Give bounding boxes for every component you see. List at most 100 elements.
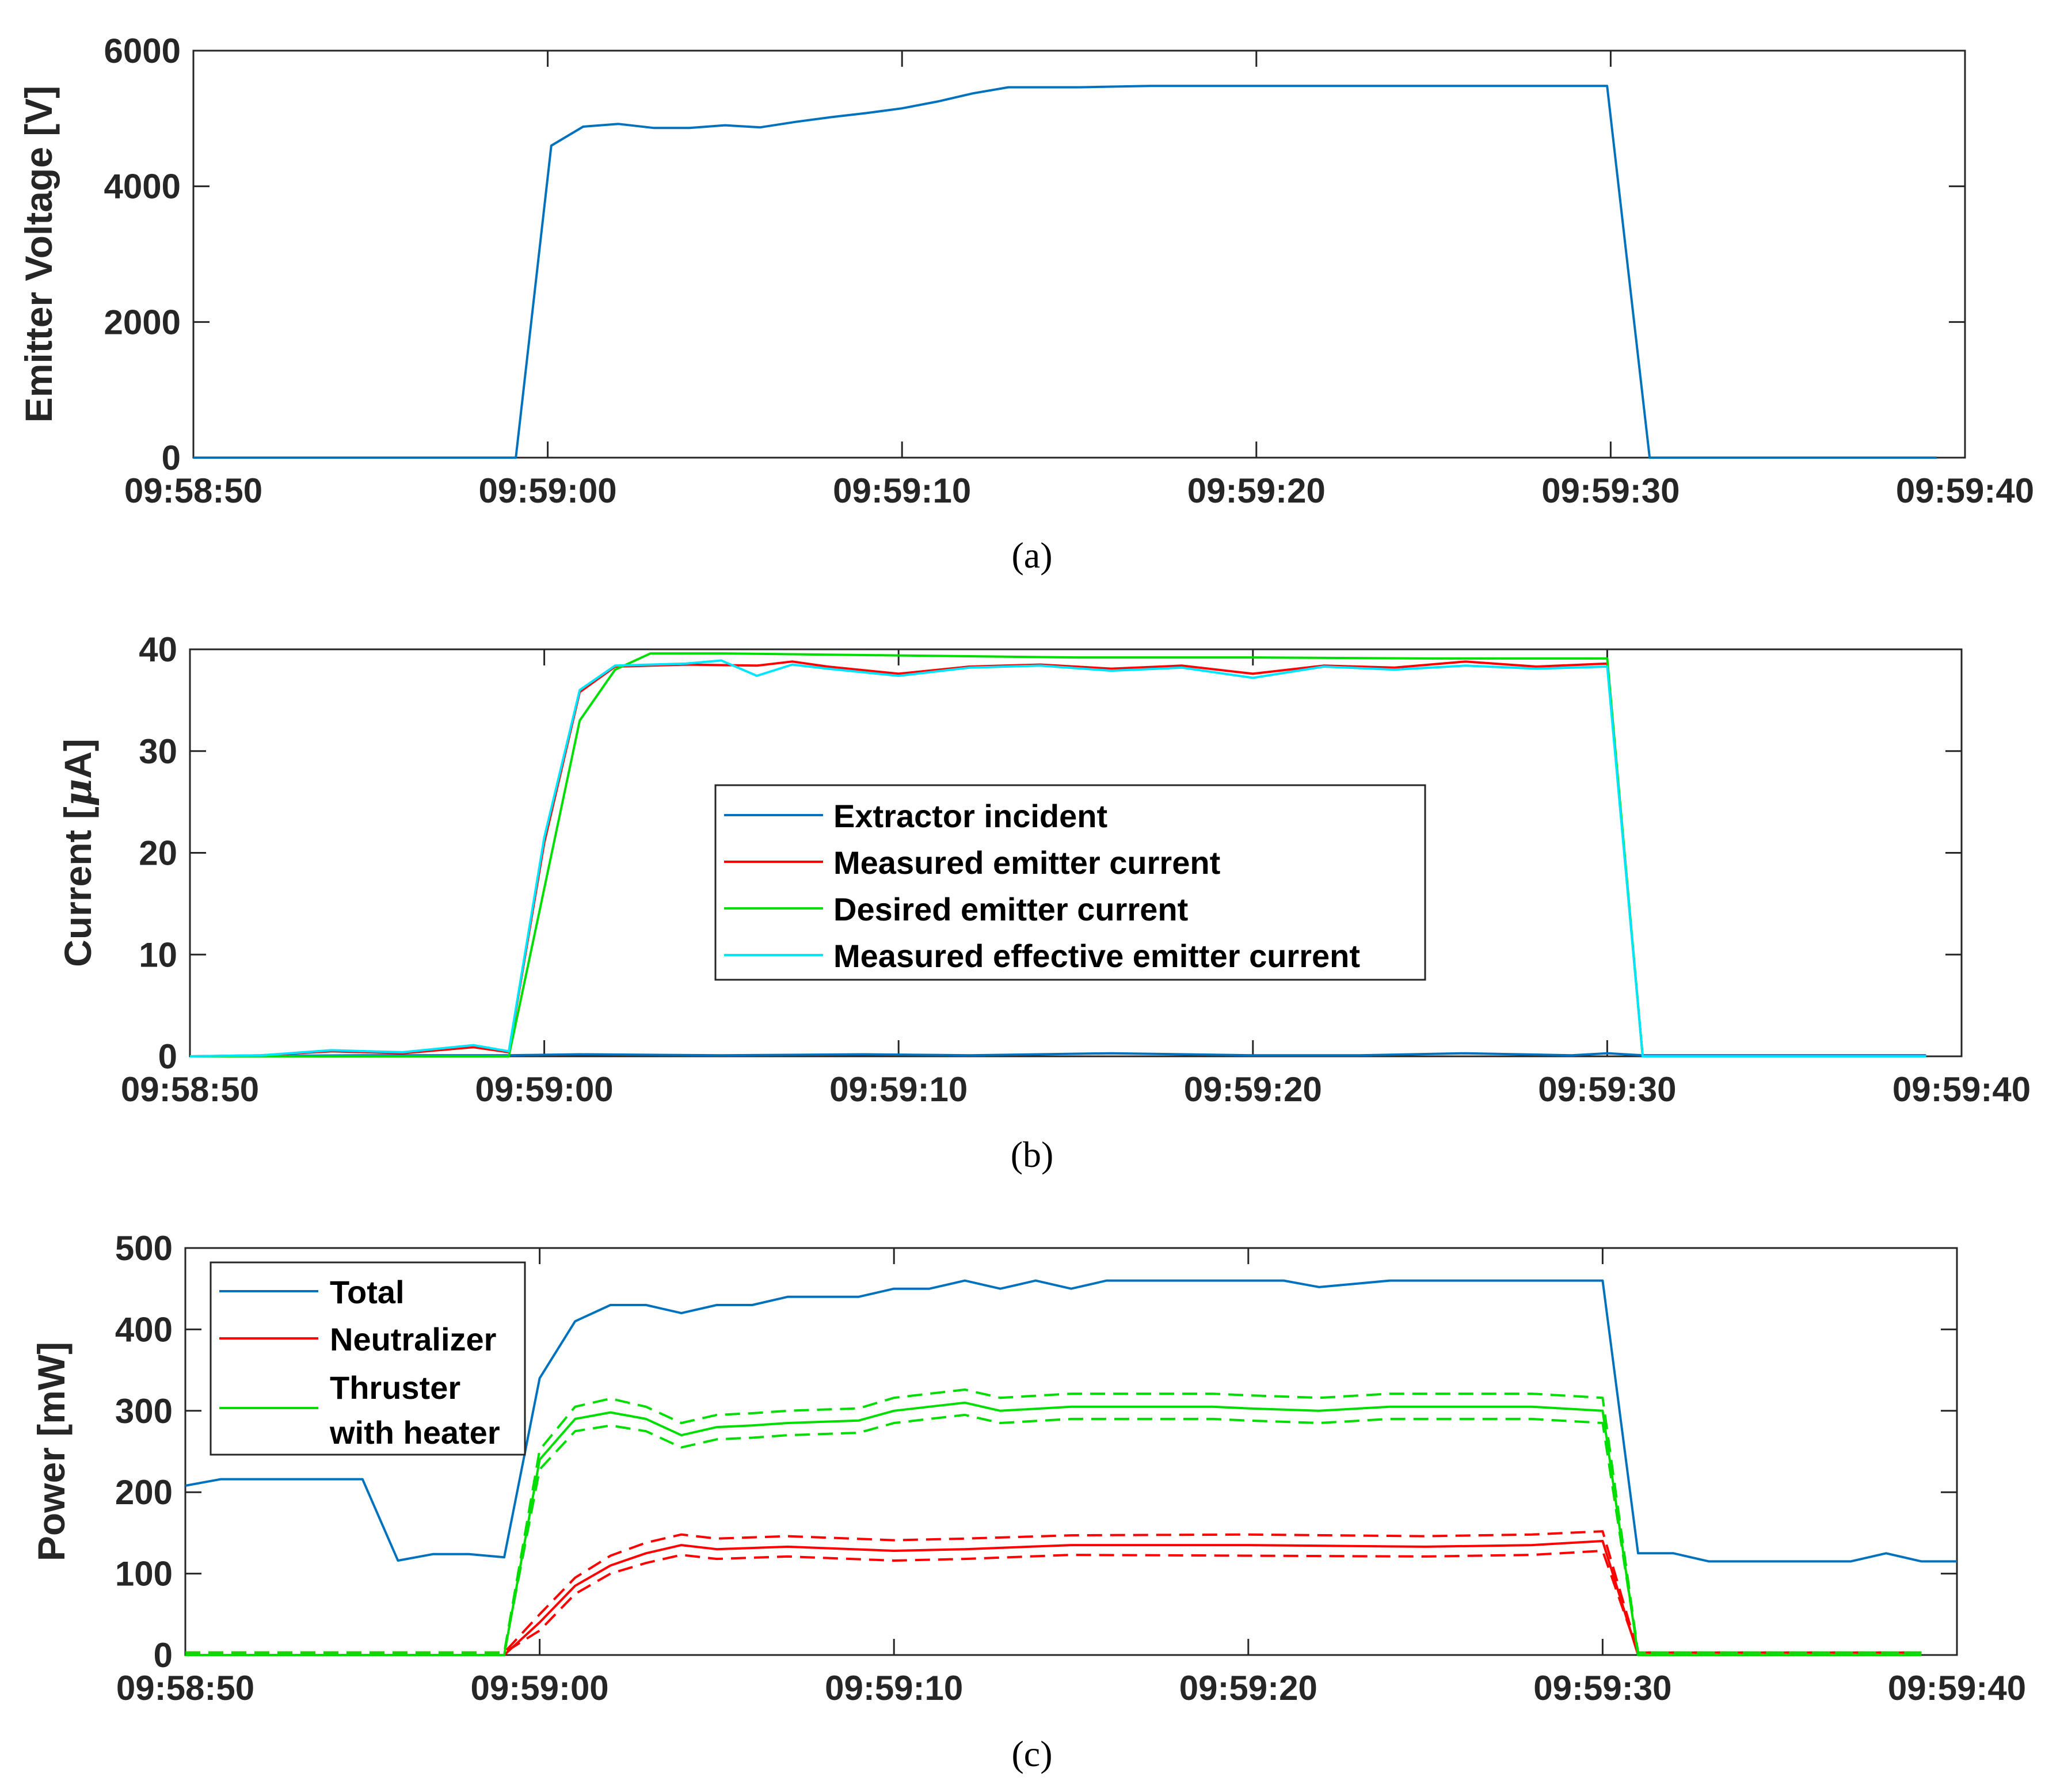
data-point xyxy=(193,457,194,458)
data-point xyxy=(1536,668,1537,669)
data-point xyxy=(1000,1397,1001,1398)
data-point xyxy=(362,1479,363,1480)
data-point xyxy=(618,124,619,125)
data-point xyxy=(1532,1544,1533,1546)
data-point xyxy=(1921,1654,1922,1656)
data-point xyxy=(1252,1055,1254,1056)
data-point xyxy=(1779,1561,1780,1562)
data-point xyxy=(1000,1288,1001,1289)
x-tick-label: 09:59:00 xyxy=(475,1070,614,1109)
data-point xyxy=(574,1430,576,1432)
data-point xyxy=(539,1630,540,1631)
data-point xyxy=(717,1426,718,1428)
data-point xyxy=(615,665,616,667)
data-point xyxy=(579,690,580,691)
data-point xyxy=(1075,657,1076,658)
data-point xyxy=(539,1614,540,1615)
y-tick-label: 6000 xyxy=(104,32,181,70)
data-point xyxy=(515,457,516,458)
data-point xyxy=(681,1422,682,1424)
data-point xyxy=(898,674,899,675)
data-point xyxy=(1319,1410,1320,1411)
data-point xyxy=(1936,457,1937,458)
data-point xyxy=(973,93,974,94)
data-point xyxy=(1850,1561,1852,1562)
legend-label: Extractor incident xyxy=(833,798,1107,834)
data-point xyxy=(1008,87,1009,88)
data-point xyxy=(1389,1280,1391,1281)
data-point xyxy=(1000,1410,1001,1411)
data-point xyxy=(858,1432,859,1433)
data-point xyxy=(1248,1420,1249,1421)
data-point xyxy=(787,1422,789,1424)
y-axis-label-mu: μ xyxy=(55,779,100,806)
series-line-extractor-incident xyxy=(189,1052,1926,1057)
data-point xyxy=(1111,670,1112,671)
data-point xyxy=(1602,1531,1604,1532)
data-point xyxy=(579,1054,580,1055)
data-point xyxy=(681,1544,682,1546)
data-point xyxy=(1071,1288,1072,1289)
legend-label: Measured emitter current xyxy=(833,844,1220,881)
data-point xyxy=(185,1485,186,1486)
data-point xyxy=(1602,1397,1604,1398)
data-point xyxy=(681,1554,682,1555)
data-point xyxy=(1638,1652,1639,1653)
data-point xyxy=(260,1055,261,1056)
data-point xyxy=(795,121,797,123)
x-tick-label: 09:58:50 xyxy=(124,471,262,510)
data-point xyxy=(574,1321,576,1322)
data-point xyxy=(610,1398,611,1399)
data-point xyxy=(220,1479,222,1480)
data-point xyxy=(760,127,761,128)
data-point xyxy=(1926,1056,1927,1057)
y-tick-label: 30 xyxy=(139,732,177,771)
data-point xyxy=(1638,1553,1639,1554)
data-point xyxy=(681,1435,682,1436)
data-point xyxy=(1071,1544,1072,1546)
data-point xyxy=(1532,1418,1533,1420)
data-point xyxy=(189,1056,191,1057)
data-point xyxy=(1212,1393,1213,1394)
data-point xyxy=(1638,1654,1639,1656)
series-line-thruster-with-heater xyxy=(185,1401,1922,1656)
y-tick-label: 200 xyxy=(115,1473,173,1512)
data-point xyxy=(752,1413,753,1414)
data-point xyxy=(610,1573,611,1574)
data-point xyxy=(610,1555,611,1557)
data-point xyxy=(792,661,793,662)
data-point xyxy=(1111,1053,1112,1054)
panel-a-emitter-voltage: 09:58:50 09:59:00 09:59:10 09:59:20 09:59:30… xyxy=(17,32,2034,510)
data-point xyxy=(650,653,652,654)
data-point xyxy=(863,1054,864,1055)
x-tick-label: 09:59:40 xyxy=(1896,471,2034,510)
x-tick-label: 09:59:10 xyxy=(825,1669,963,1707)
data-point xyxy=(893,1550,894,1551)
data-point xyxy=(929,1418,930,1420)
data-point xyxy=(508,1056,509,1057)
data-point xyxy=(1248,1280,1249,1281)
data-point xyxy=(539,1459,540,1460)
data-point xyxy=(1319,1397,1320,1398)
data-point xyxy=(1079,87,1080,88)
data-point xyxy=(402,1052,403,1053)
data-point xyxy=(1248,1544,1249,1546)
data-point xyxy=(866,113,867,114)
data-point xyxy=(574,1593,576,1595)
series-line-neutralizer-lower xyxy=(185,1550,1922,1654)
y-tick-label: 100 xyxy=(115,1555,173,1593)
data-point xyxy=(610,1304,611,1306)
data-point xyxy=(717,1414,718,1416)
y-axis-label-text: Current [ xyxy=(56,806,99,967)
data-point xyxy=(574,1577,576,1578)
data-point xyxy=(544,837,545,838)
data-point xyxy=(1040,665,1041,667)
data-point xyxy=(1141,1406,1143,1407)
data-point xyxy=(1106,1280,1107,1281)
data-point xyxy=(654,128,655,129)
y-tick-label: 300 xyxy=(115,1392,173,1430)
data-point xyxy=(1252,657,1254,658)
series-line-desired-emitter-current xyxy=(190,652,1926,1057)
data-point xyxy=(1252,678,1254,679)
data-point xyxy=(721,660,722,661)
